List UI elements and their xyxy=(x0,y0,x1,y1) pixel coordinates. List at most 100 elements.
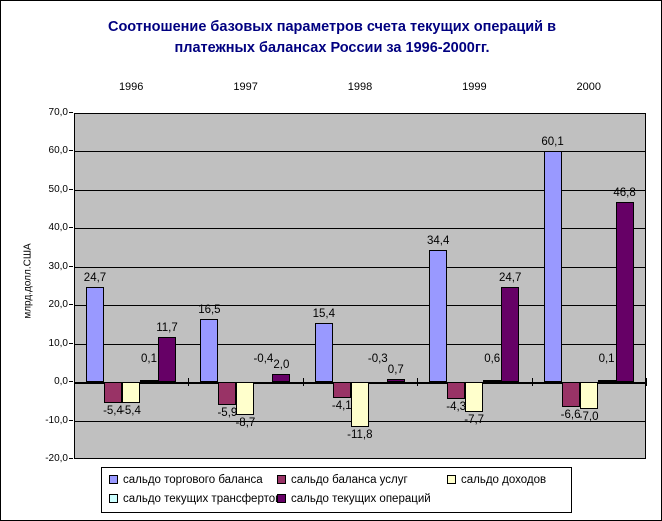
bar-1998-series1 xyxy=(314,323,333,383)
y-axis-tick-label: 20,0 xyxy=(48,299,68,311)
x-axis-category-label: 1996 xyxy=(118,81,144,93)
legend-label: сальдо текущих операций xyxy=(291,493,431,505)
data-label: 11,7 xyxy=(156,322,178,335)
data-label: -7,7 xyxy=(464,414,485,427)
y-axis-tick-mark xyxy=(69,112,73,113)
data-label: -0,4 xyxy=(253,353,274,366)
gridline xyxy=(75,189,645,191)
bar-1999-series5 xyxy=(501,287,520,383)
legend-label: сальдо торгового баланса xyxy=(123,474,263,486)
chart-title-line1: Соотношение базовых параметров счета тек… xyxy=(107,19,557,35)
data-label: -5,4 xyxy=(121,405,141,418)
data-label: 0,1 xyxy=(598,353,615,366)
legend-swatch-icon xyxy=(109,475,118,484)
bar-2000-series1 xyxy=(543,151,562,383)
bar-1996-series5 xyxy=(158,337,176,383)
data-label: 0,1 xyxy=(141,353,157,366)
data-label: -6,6 xyxy=(560,409,581,422)
bar-2000-series4 xyxy=(597,380,616,383)
legend-swatch-icon xyxy=(109,494,118,503)
bar-1996-series4 xyxy=(140,380,158,383)
legend-item: сальдо текущих трансфертов xyxy=(109,493,281,506)
data-label: -11,8 xyxy=(347,429,373,442)
data-label: 24,7 xyxy=(83,272,107,285)
x-axis-category-label: 1999 xyxy=(462,81,487,93)
gridline xyxy=(75,305,645,307)
bar-1997-series1 xyxy=(200,319,219,383)
x-axis-tick-mark xyxy=(531,378,533,387)
y-axis-title: млрд.долл.США xyxy=(22,243,34,319)
gridline xyxy=(75,266,645,268)
legend-swatch-icon xyxy=(447,475,456,484)
data-label: -7,0 xyxy=(578,411,599,424)
gridline xyxy=(75,151,645,153)
data-label: 34,4 xyxy=(426,235,450,248)
bar-2000-series2 xyxy=(561,382,580,408)
data-label: 24,7 xyxy=(498,272,522,285)
x-axis-tick-mark xyxy=(188,378,190,387)
x-axis-category-label: 1997 xyxy=(233,81,258,93)
bar-1997-series4 xyxy=(254,382,273,385)
x-axis-category-label: 1998 xyxy=(347,81,373,93)
data-label: -4,1 xyxy=(331,400,352,413)
data-label: 15,4 xyxy=(312,308,335,321)
y-axis-tick-mark xyxy=(69,419,73,421)
bar-1997-series2 xyxy=(218,382,237,406)
y-axis-tick-mark xyxy=(69,150,73,152)
chart-title: Соотношение базовых параметров счета тек… xyxy=(52,17,612,59)
y-axis-tick-mark xyxy=(69,188,73,190)
legend-label: сальдо баланса услуг xyxy=(291,474,408,486)
y-axis-tick-label: 70,0 xyxy=(48,107,68,118)
legend-item: сальдо доходов xyxy=(447,474,546,487)
bar-1999-series2 xyxy=(447,382,466,400)
legend-label: сальдо текущих трансфертов xyxy=(123,493,282,505)
chart-title-line2: платежных балансах России за 1996-2000гг… xyxy=(174,40,490,56)
data-label: 0,6 xyxy=(484,353,501,366)
bar-1998-series2 xyxy=(332,382,351,399)
gridline xyxy=(75,228,645,230)
data-label: -8,7 xyxy=(235,417,256,430)
bar-1998-series5 xyxy=(386,379,405,383)
gridline xyxy=(75,343,645,345)
data-label: -4,3 xyxy=(446,401,467,414)
data-label: -5,4 xyxy=(103,405,123,418)
x-axis-tick-mark xyxy=(417,378,419,387)
legend-swatch-icon xyxy=(277,494,286,503)
y-axis-tick-mark xyxy=(69,227,73,229)
bar-1997-series5 xyxy=(272,374,291,383)
y-axis-tick-mark xyxy=(69,381,73,383)
bar-1996-series3 xyxy=(122,382,140,404)
legend-item: сальдо торгового баланса xyxy=(109,474,263,487)
y-axis-tick-mark xyxy=(69,304,73,306)
bar-1999-series1 xyxy=(429,250,448,383)
y-axis-tick-mark xyxy=(69,342,73,344)
legend-item: сальдо баланса услуг xyxy=(277,474,408,487)
y-axis-tick-label: 10,0 xyxy=(48,337,68,349)
y-axis-tick-label: 0,0 xyxy=(54,376,68,388)
y-axis-tick-mark xyxy=(69,265,73,267)
x-axis-tick-mark xyxy=(74,378,75,387)
y-axis-tick-label: 50,0 xyxy=(48,183,68,195)
y-axis-tick-label: 60,0 xyxy=(48,145,68,157)
bar-1996-series1 xyxy=(86,287,104,383)
y-axis-tick-mark xyxy=(69,458,73,459)
bar-1998-series3 xyxy=(350,382,369,428)
data-label: -5,9 xyxy=(217,407,238,420)
y-axis-tick-label: 30,0 xyxy=(48,260,68,272)
bar-1999-series3 xyxy=(465,382,484,413)
data-label: 16,5 xyxy=(198,304,221,317)
y-axis-tick-label: 40,0 xyxy=(48,222,68,234)
data-label: 0,7 xyxy=(387,364,404,377)
x-axis-tick-mark xyxy=(302,378,304,387)
x-axis-category-label: 2000 xyxy=(576,81,602,93)
data-label: 2,0 xyxy=(273,359,290,372)
legend-item: сальдо текущих операций xyxy=(277,493,431,506)
legend: сальдо торгового баланса сальдо баланса у… xyxy=(101,467,572,513)
x-axis-tick-mark xyxy=(646,378,647,387)
bar-1996-series2 xyxy=(104,382,122,404)
y-axis-tick-label: -20,0 xyxy=(45,453,68,464)
bar-1997-series3 xyxy=(236,382,255,416)
data-label: 46,8 xyxy=(613,187,636,200)
legend-swatch-icon xyxy=(277,475,286,484)
